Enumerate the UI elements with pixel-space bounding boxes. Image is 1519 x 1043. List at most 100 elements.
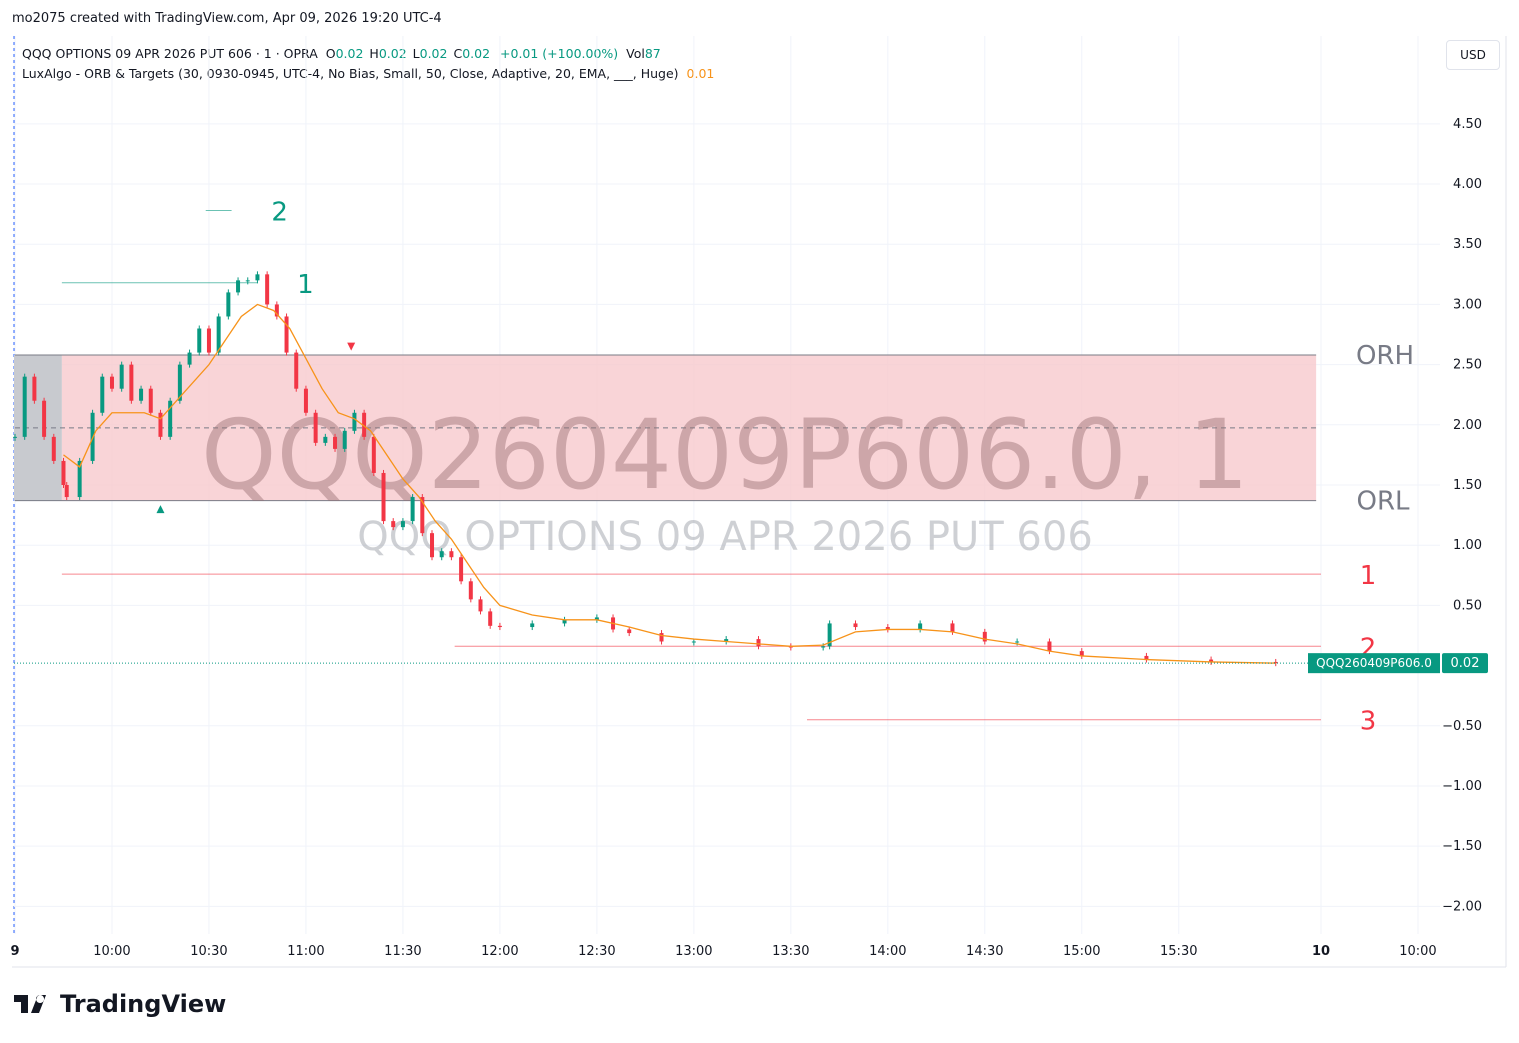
ohlc-value: 0.02 (462, 46, 491, 61)
target-label: 2 (1360, 633, 1377, 663)
candle (255, 274, 260, 281)
candle (562, 619, 567, 624)
candle (420, 497, 425, 534)
ohlc-label: O (325, 46, 336, 61)
candle (488, 611, 493, 626)
candle (284, 316, 289, 353)
candle (1209, 659, 1214, 662)
range-low-label: ORL (1356, 487, 1410, 517)
candle (1273, 661, 1278, 664)
y-tick-label: 4.50 (1453, 117, 1482, 132)
opening-range (61, 354, 1317, 501)
candle (853, 623, 858, 628)
candle (265, 274, 270, 305)
candle (187, 352, 192, 365)
x-tick-label: 10:00 (1399, 944, 1436, 959)
candle (691, 641, 696, 643)
candle (294, 352, 299, 389)
price-tag-value-bg (1442, 653, 1488, 674)
range-high-label: ORH (1356, 341, 1414, 371)
candle (381, 472, 386, 522)
x-tick-label: 14:30 (966, 944, 1003, 959)
candle (611, 617, 616, 630)
candle (362, 412, 367, 437)
candle (303, 388, 308, 413)
x-tick-label: 11:30 (384, 944, 421, 959)
candle (391, 521, 396, 528)
candle (594, 617, 599, 620)
signal-down (347, 342, 356, 351)
candle (371, 436, 376, 473)
logo (14, 995, 46, 1013)
candle (323, 436, 328, 443)
candle (468, 581, 473, 600)
candle (129, 364, 134, 401)
y-tick-label: 0.50 (1453, 598, 1482, 613)
y-tick-label: 4.00 (1453, 177, 1482, 192)
candle (1144, 655, 1149, 660)
candle (333, 436, 338, 449)
y-tick-label: 1.50 (1453, 478, 1482, 493)
watermark: QQQ260409P606.0, 1 (201, 399, 1249, 511)
x-tick-label: 10:00 (93, 944, 130, 959)
candle (1079, 651, 1084, 656)
grid (14, 36, 1440, 934)
ohlc-label: L (412, 46, 420, 61)
indicator-row: LuxAlgo - ORB & Targets (30, 0930-0945, … (22, 66, 714, 81)
y-tick-label: −2.00 (1442, 899, 1482, 914)
candle (42, 400, 47, 437)
indicator: LuxAlgo - ORB & Targets (30, 0930-0945, … (22, 66, 679, 81)
vol-label: Vol (626, 46, 645, 61)
candle (206, 328, 211, 353)
y-tick-label: 3.00 (1453, 297, 1482, 312)
candle (13, 436, 17, 438)
vol: 87 (644, 46, 661, 61)
candle (109, 376, 114, 389)
candle (168, 400, 173, 437)
candle (627, 629, 632, 634)
candle (400, 521, 405, 528)
ohlc-value: 0.02 (378, 46, 407, 61)
x-tick-label: 10:30 (190, 944, 227, 959)
candle (197, 328, 202, 353)
symbol: QQQ OPTIONS 09 APR 2026 PUT 606 · 1 · OP… (22, 46, 318, 61)
ohlc: O0.02 H0.02 L0.02 C0.02 (326, 46, 496, 61)
candle (77, 460, 82, 498)
candle (918, 623, 923, 630)
candle (274, 304, 279, 317)
y-tick-label: 1.00 (1453, 538, 1482, 553)
x-tick-label: 9 (10, 944, 19, 959)
candle (61, 460, 66, 485)
x-tick-label: 15:00 (1063, 944, 1100, 959)
candle (148, 388, 153, 413)
candle (226, 292, 231, 317)
candle (22, 376, 27, 437)
y-tick-label: 2.00 (1453, 418, 1482, 433)
candle (352, 412, 357, 431)
price-tag-value: 0.02 (1451, 656, 1480, 671)
candle (497, 625, 502, 628)
currency-button[interactable]: USD (1446, 40, 1500, 70)
target-label: 1 (297, 270, 314, 300)
candle (313, 412, 318, 443)
candle (439, 551, 444, 558)
candle (788, 646, 793, 648)
candle (216, 316, 221, 353)
x-tick-label: 13:00 (675, 944, 712, 959)
y-tick-label: −1.00 (1442, 779, 1482, 794)
candle (90, 412, 95, 461)
candle (885, 627, 890, 630)
x-tick-label: 15:30 (1160, 944, 1197, 959)
candle (119, 364, 124, 389)
candle (478, 599, 483, 612)
legend-row: QQQ OPTIONS 09 APR 2026 PUT 606 · 1 · OP… (22, 46, 661, 61)
x-tick-label: 14:00 (869, 944, 906, 959)
candle (1047, 641, 1052, 652)
x-tick-label: 10 (1312, 944, 1330, 959)
opening-range-build (14, 354, 62, 501)
candle (982, 631, 987, 642)
signal-up (156, 505, 165, 514)
ohlc-label: H (369, 46, 379, 61)
